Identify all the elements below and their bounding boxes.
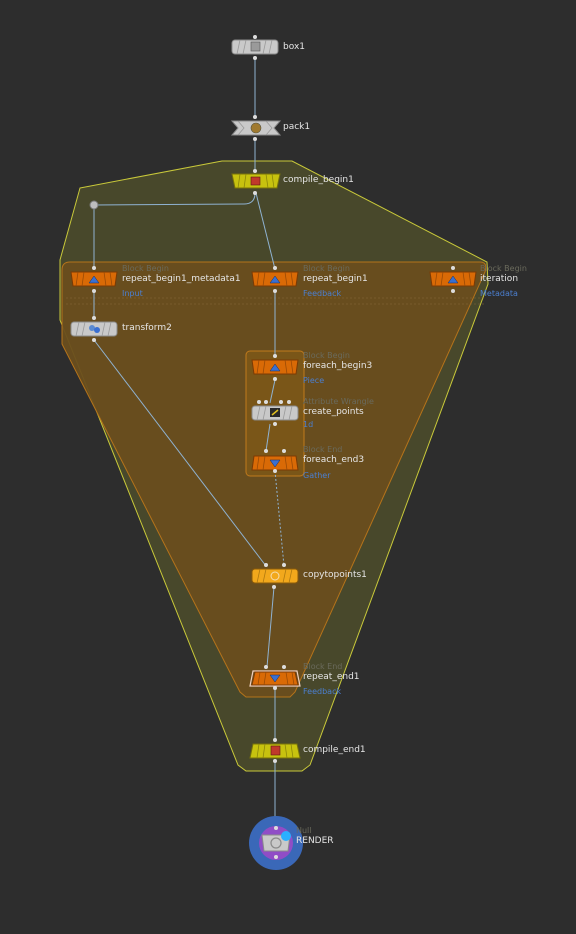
repeat-end1-label: repeat_end1	[303, 672, 360, 682]
create-points-label: create_points	[303, 407, 364, 417]
create-points-node[interactable]	[251, 400, 299, 426]
dot-node[interactable]	[89, 200, 99, 210]
pack-icon	[250, 122, 262, 134]
wrangle-icon	[270, 408, 280, 417]
block-begin-icon	[447, 275, 459, 284]
foreach-end3-type: Block End	[303, 445, 343, 454]
render-label: RENDER	[296, 836, 334, 846]
repeat-begin1-node[interactable]	[251, 266, 299, 293]
transform2-label: transform2	[122, 323, 172, 333]
compile-end1-label: compile_end1	[303, 745, 366, 755]
iteration-sub: Metadata	[480, 289, 518, 298]
foreach-end3-label: foreach_end3	[303, 455, 365, 465]
transform-icon	[89, 325, 100, 333]
pack1-node[interactable]	[230, 115, 282, 141]
block-end-icon	[269, 459, 281, 468]
box1-label: box1	[283, 42, 305, 52]
compile-begin1-label: compile_begin1	[283, 175, 354, 185]
block-begin-icon	[88, 275, 100, 284]
foreach-begin3-type: Block Begin	[303, 351, 350, 360]
transform2-node[interactable]	[70, 316, 118, 342]
repeat-begin1-type: Block Begin	[303, 264, 350, 273]
foreach-end3-sub: Gather	[303, 471, 331, 480]
block-begin-icon	[269, 275, 281, 284]
repeat-block[interactable]	[61, 261, 487, 698]
box-icon	[250, 41, 261, 52]
copytopoints1-label: copytopoints1	[303, 570, 367, 580]
render-type: Null	[296, 826, 312, 835]
iteration-type: Block Begin	[480, 264, 527, 273]
render-node[interactable]	[249, 816, 303, 870]
iteration-node[interactable]	[429, 266, 477, 293]
repeat-begin1-metadata1-label: repeat_begin1_metadata1	[122, 274, 241, 284]
repeat-begin1-metadata1-node[interactable]	[70, 266, 118, 293]
repeat-begin1-sub: Feedback	[303, 289, 342, 298]
compile-end-icon	[270, 745, 281, 756]
iteration-label: iteration	[480, 274, 519, 284]
compile-begin1-node[interactable]	[231, 169, 281, 195]
foreach-begin3-label: foreach_begin3	[303, 361, 373, 371]
box1-node[interactable]	[231, 35, 279, 60]
foreach-end3-node[interactable]	[251, 449, 299, 473]
compile-begin-icon	[250, 176, 261, 186]
foreach-begin3-sub: Piece	[303, 376, 325, 385]
repeat-end1-type: Block End	[303, 662, 343, 671]
block-begin-icon	[269, 363, 281, 372]
copy-icon	[270, 571, 280, 581]
null-icon	[270, 831, 291, 849]
compile-end1-node[interactable]	[249, 738, 301, 763]
wires	[93, 58, 285, 827]
create-points-type: Attribute Wrangle	[303, 397, 374, 406]
repeat-begin1-label: repeat_begin1	[303, 274, 368, 284]
pack1-label: pack1	[283, 122, 311, 132]
foreach-begin3-node[interactable]	[251, 354, 299, 381]
repeat-end1-sub: Feedback	[303, 687, 342, 696]
block-end-icon	[269, 674, 281, 683]
copytopoints1-node[interactable]	[251, 563, 299, 589]
repeat-begin1-metadata1-type: Block Begin	[122, 264, 169, 273]
repeat-end1-node[interactable]	[249, 665, 301, 690]
repeat-begin1-metadata1-sub: Input	[122, 289, 143, 298]
create-points-sub: 1d	[303, 420, 314, 429]
